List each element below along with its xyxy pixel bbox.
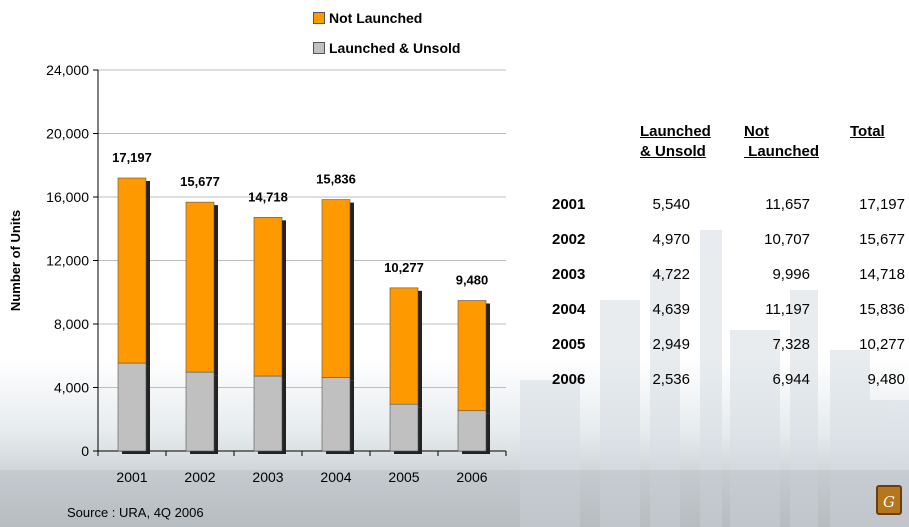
table-cell-not-launched: 11,657 bbox=[765, 196, 810, 213]
table-cell-not-launched: 9,996 bbox=[772, 266, 810, 283]
table-row-year: 2005 bbox=[552, 336, 586, 353]
bar-total-label: 15,836 bbox=[316, 172, 356, 187]
y-tick-label: 8,000 bbox=[54, 316, 89, 332]
bar-total-label: 14,718 bbox=[248, 189, 288, 204]
table-row-year: 2003 bbox=[552, 266, 586, 283]
table-cell-total: 15,836 bbox=[859, 301, 905, 318]
table-cell-total: 10,277 bbox=[859, 336, 905, 353]
bar-total-label: 10,277 bbox=[384, 260, 424, 275]
x-tick-label: 2004 bbox=[320, 469, 351, 485]
table-cell-not-launched: 7,328 bbox=[772, 336, 810, 353]
table-row-year: 2002 bbox=[552, 231, 586, 248]
source-note: Source : URA, 4Q 2006 bbox=[67, 505, 204, 520]
y-tick-label: 16,000 bbox=[46, 189, 89, 205]
x-tick-label: 2006 bbox=[456, 469, 487, 485]
x-tick-label: 2002 bbox=[184, 469, 215, 485]
bar-segment-launched-unsold bbox=[321, 377, 351, 452]
bar-segment-launched-unsold bbox=[185, 371, 215, 452]
y-tick-label: 4,000 bbox=[54, 380, 89, 396]
table-cell-not-launched: 10,707 bbox=[764, 231, 810, 248]
legend-swatch-grey bbox=[313, 42, 325, 54]
table-cell-total: 15,677 bbox=[859, 231, 905, 248]
table-cell-launched-unsold: 2,949 bbox=[652, 336, 690, 353]
legend-label: Launched & Unsold bbox=[329, 40, 461, 56]
bar-segment-launched-unsold bbox=[117, 362, 147, 452]
bar-segment-not-launched bbox=[253, 217, 283, 377]
table-cell-launched-unsold: 4,722 bbox=[652, 266, 690, 283]
table-row-year: 2001 bbox=[552, 196, 586, 213]
table-cell-launched-unsold: 4,639 bbox=[652, 301, 690, 318]
table-cell-launched-unsold: 5,540 bbox=[652, 196, 690, 213]
bar-segment-not-launched bbox=[389, 287, 419, 405]
bar-total-label: 9,480 bbox=[456, 273, 489, 288]
bar-segment-not-launched bbox=[457, 300, 487, 412]
table-header-not-launched: Not Launched bbox=[744, 123, 820, 160]
table-header-launched-unsold: Launched & Unsold bbox=[640, 123, 711, 160]
bar-total-label: 15,677 bbox=[180, 174, 220, 189]
table-row-year: 2004 bbox=[552, 301, 586, 318]
legend-swatch-orange bbox=[313, 12, 325, 24]
x-tick-label: 2001 bbox=[116, 469, 147, 485]
bar-segment-launched-unsold bbox=[253, 375, 283, 452]
bar-segment-not-launched bbox=[117, 177, 147, 364]
stacked-bar-chart: 0 4,000 8,000 12,000 16,000 20,000 24,000 Numbe… bbox=[8, 62, 507, 485]
data-table: Launched & Unsold Not Launched Total 200… bbox=[540, 0, 909, 400]
table-cell-total: 14,718 bbox=[859, 266, 905, 283]
table-cell-not-launched: 6,944 bbox=[772, 371, 810, 388]
table-row-year: 2006 bbox=[552, 371, 586, 388]
legend-label: Not Launched bbox=[329, 10, 423, 26]
x-tick-label: 2005 bbox=[388, 469, 419, 485]
table-cell-launched-unsold: 2,536 bbox=[652, 371, 690, 388]
x-tick-label: 2003 bbox=[252, 469, 283, 485]
y-tick-label: 0 bbox=[81, 443, 89, 459]
legend-item-launched-unsold: Launched & Unsold bbox=[313, 40, 460, 56]
table-header-total: Total bbox=[850, 123, 885, 140]
table-cell-launched-unsold: 4,970 bbox=[652, 231, 690, 248]
y-axis-title: Number of Units bbox=[8, 210, 23, 311]
table-cell-total: 17,197 bbox=[859, 196, 905, 213]
y-tick-label: 20,000 bbox=[46, 126, 89, 142]
y-tick-label: 12,000 bbox=[46, 253, 89, 269]
bar-segment-not-launched bbox=[321, 199, 351, 378]
table-cell-not-launched: 11,197 bbox=[765, 301, 810, 318]
bar-segment-launched-unsold bbox=[389, 403, 419, 452]
bar-segment-launched-unsold bbox=[457, 410, 487, 452]
y-tick-label: 24,000 bbox=[46, 62, 89, 78]
bar-total-label: 17,197 bbox=[112, 150, 152, 165]
bar-segment-not-launched bbox=[185, 201, 215, 373]
table-cell-total: 9,480 bbox=[867, 371, 905, 388]
legend-item-not-launched: Not Launched bbox=[313, 10, 422, 26]
company-logo: G bbox=[876, 485, 902, 515]
